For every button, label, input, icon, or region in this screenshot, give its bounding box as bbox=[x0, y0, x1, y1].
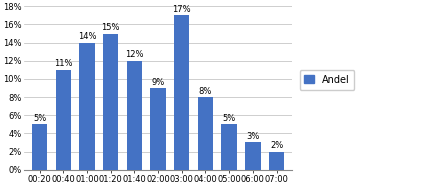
Bar bbox=[32, 124, 47, 170]
Bar bbox=[198, 97, 213, 170]
Legend: Andel: Andel bbox=[299, 70, 354, 90]
Text: 12%: 12% bbox=[125, 50, 144, 59]
Bar bbox=[79, 43, 95, 170]
Bar bbox=[127, 61, 142, 170]
Text: 3%: 3% bbox=[246, 132, 260, 141]
Text: 8%: 8% bbox=[199, 87, 212, 96]
Text: 14%: 14% bbox=[78, 32, 96, 41]
Text: 15%: 15% bbox=[101, 23, 120, 32]
Bar bbox=[150, 88, 166, 170]
Text: 11%: 11% bbox=[54, 59, 72, 68]
Bar bbox=[174, 15, 189, 170]
Text: 2%: 2% bbox=[270, 141, 283, 150]
Text: 5%: 5% bbox=[33, 114, 46, 123]
Text: 5%: 5% bbox=[223, 114, 236, 123]
Text: 17%: 17% bbox=[173, 5, 191, 14]
Bar bbox=[103, 33, 118, 170]
Bar bbox=[56, 70, 71, 170]
Text: 9%: 9% bbox=[152, 78, 165, 87]
Bar bbox=[269, 151, 284, 170]
Bar bbox=[245, 142, 261, 170]
Bar bbox=[221, 124, 237, 170]
